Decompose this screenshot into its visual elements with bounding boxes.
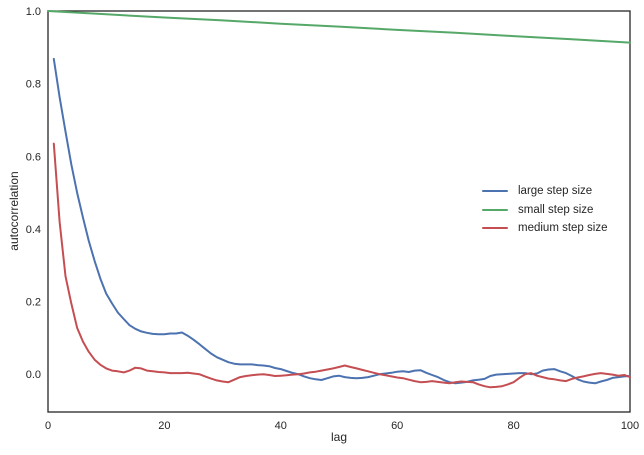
legend-item-medium-step-size: medium step size — [482, 219, 607, 238]
legend: large step size small step size medium s… — [482, 182, 607, 238]
y-tick-label: 0.6 — [26, 151, 41, 163]
y-tick-label: 0.4 — [26, 224, 41, 236]
y-tick-label: 0.8 — [26, 79, 41, 91]
legend-label-medium: medium step size — [518, 222, 608, 235]
axes-frame — [47, 10, 631, 413]
legend-line-swatch-large — [482, 190, 508, 193]
y-tick-label: 0.0 — [26, 369, 41, 381]
x-axis-label: lag — [330, 430, 348, 444]
line-medium-step-size — [52, 142, 631, 389]
x-tick-label: 20 — [158, 420, 170, 432]
legend-line-swatch-medium — [482, 227, 508, 230]
y-tick-label: 0.2 — [26, 297, 41, 309]
x-tick-label: 100 — [621, 420, 639, 432]
legend-item-small-step-size: small step size — [482, 201, 607, 220]
x-tick-label: 80 — [507, 420, 519, 432]
x-tick-label: 40 — [275, 420, 287, 432]
y-axis-label: autocorrelation — [7, 171, 21, 251]
legend-label-small: small step size — [518, 203, 594, 216]
legend-line-swatch-small — [482, 208, 508, 211]
y-tick-label: 1.0 — [26, 6, 41, 18]
legend-item-large-step-size: large step size — [482, 182, 607, 201]
x-tick-label: 60 — [391, 420, 403, 432]
x-tick-label: 0 — [45, 420, 51, 432]
line-small-step-size — [47, 10, 631, 44]
legend-label-large: large step size — [518, 185, 593, 198]
